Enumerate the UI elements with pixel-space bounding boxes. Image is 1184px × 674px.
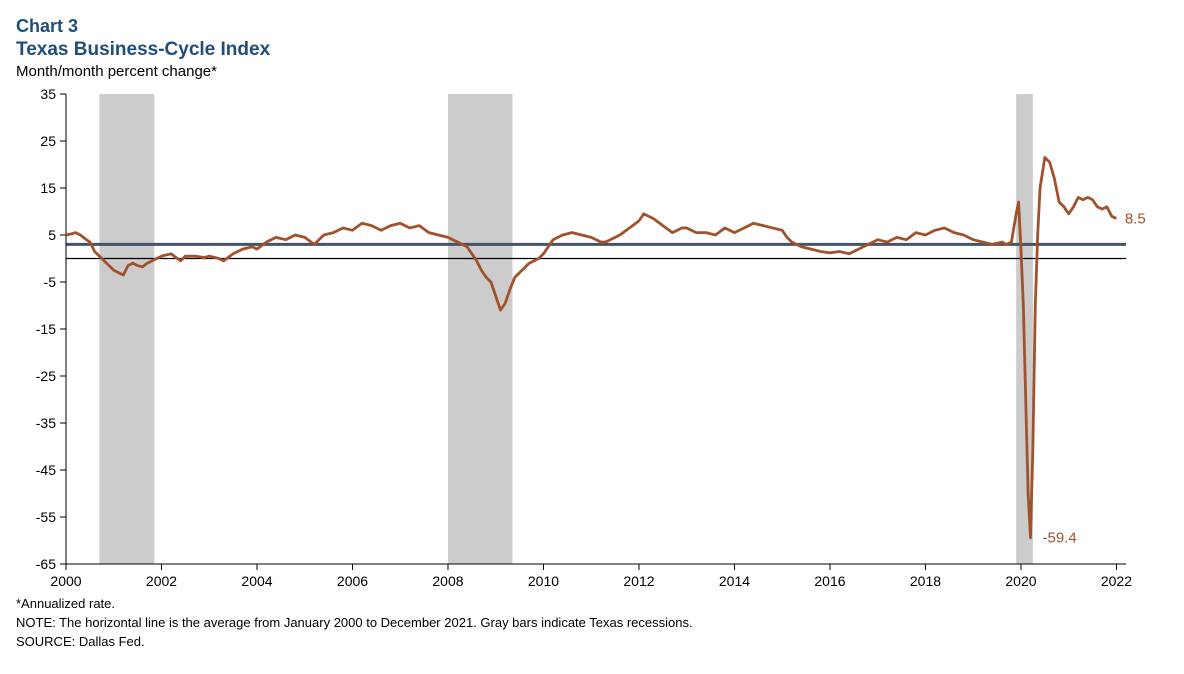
y-tick-label: -55 <box>36 509 56 525</box>
footnote-note: NOTE: The horizontal line is the average… <box>16 615 1166 632</box>
chart-subtitle: Month/month percent change* <box>16 63 1166 80</box>
y-tick-label: 35 <box>40 86 56 102</box>
chart-super-title: Chart 3 <box>16 16 1166 37</box>
x-tick-label: 2012 <box>623 573 654 589</box>
x-tick-label: 2020 <box>1005 573 1036 589</box>
y-tick-label: -45 <box>36 462 56 478</box>
y-tick-label: -35 <box>36 415 56 431</box>
y-tick-label: -5 <box>44 274 57 290</box>
x-tick-label: 2000 <box>50 573 81 589</box>
y-tick-label: 15 <box>40 180 56 196</box>
x-tick-label: 2014 <box>719 573 750 589</box>
x-tick-label: 2002 <box>146 573 177 589</box>
x-tick-label: 2006 <box>337 573 368 589</box>
x-tick-label: 2018 <box>910 573 941 589</box>
callout-label: 8.5 <box>1125 211 1146 228</box>
chart-container: Chart 3 Texas Business-Cycle Index Month… <box>16 16 1166 651</box>
x-tick-label: 2022 <box>1101 573 1132 589</box>
callout-label: -59.4 <box>1043 530 1077 547</box>
footnote-annualized: *Annualized rate. <box>16 596 1166 613</box>
x-tick-label: 2004 <box>241 573 272 589</box>
x-tick-label: 2016 <box>814 573 845 589</box>
y-tick-label: 5 <box>48 227 56 243</box>
footnote-source: SOURCE: Dallas Fed. <box>16 634 1166 651</box>
line-chart: -65-55-45-35-25-15-551525352000200220042… <box>16 84 1166 594</box>
y-tick-label: -25 <box>36 368 56 384</box>
y-tick-label: -15 <box>36 321 56 337</box>
y-tick-label: -65 <box>36 556 56 572</box>
x-tick-label: 2010 <box>528 573 559 589</box>
x-tick-label: 2008 <box>432 573 463 589</box>
y-tick-label: 25 <box>40 133 56 149</box>
recession-bar <box>448 94 512 564</box>
recession-bar <box>99 94 154 564</box>
chart-title: Texas Business-Cycle Index <box>16 39 1166 61</box>
